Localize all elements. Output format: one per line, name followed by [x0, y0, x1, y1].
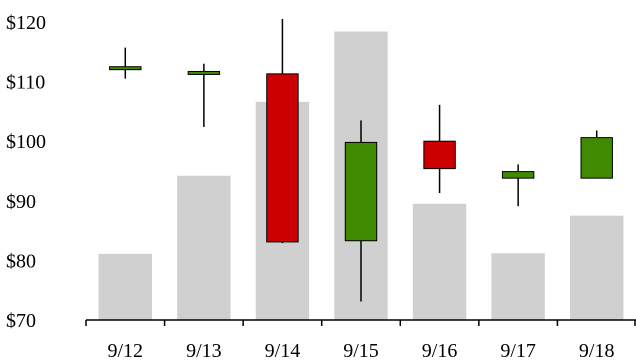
volume-bar-9/17: [491, 253, 545, 320]
x-tick-label: 9/14: [265, 340, 301, 362]
y-tick-label: $80: [6, 250, 36, 272]
x-tick-label: 9/15: [343, 340, 379, 362]
axes: [85, 319, 636, 326]
y-axis-labels: $70 $80 $90 $100 $110 $120: [6, 12, 46, 332]
y-tick-label: $90: [6, 191, 36, 213]
candle-body-9/13: [187, 70, 221, 75]
x-tick-label: 9/13: [186, 340, 222, 362]
y-tick-label: $100: [6, 131, 46, 153]
x-tick-label: 9/18: [579, 340, 615, 362]
volume-bar-9/16: [412, 203, 467, 320]
y-tick-label: $70: [6, 310, 36, 332]
x-axis-labels: 9/12 9/13 9/14 9/15 9/16 9/17 9/18: [108, 340, 615, 362]
x-tick-label: 9/12: [108, 340, 144, 362]
candle-body-9/12: [109, 66, 142, 71]
candlesticks: [109, 19, 613, 302]
volume-bars: [98, 31, 624, 320]
candle-body-9/15: [344, 141, 378, 242]
y-tick-label: $110: [6, 72, 45, 94]
candle-body-9/17: [501, 171, 535, 179]
candle-body-9/18: [580, 137, 613, 179]
x-tick-label: 9/17: [500, 340, 536, 362]
volume-bar-9/13: [177, 175, 231, 320]
candle-body-9/16: [423, 140, 456, 170]
volume-bar-9/18: [570, 215, 624, 320]
candle-body-9/14: [266, 73, 299, 243]
volume-bar-9/12: [98, 253, 152, 320]
x-tick-label: 9/16: [422, 340, 458, 362]
y-tick-label: $120: [6, 12, 46, 34]
